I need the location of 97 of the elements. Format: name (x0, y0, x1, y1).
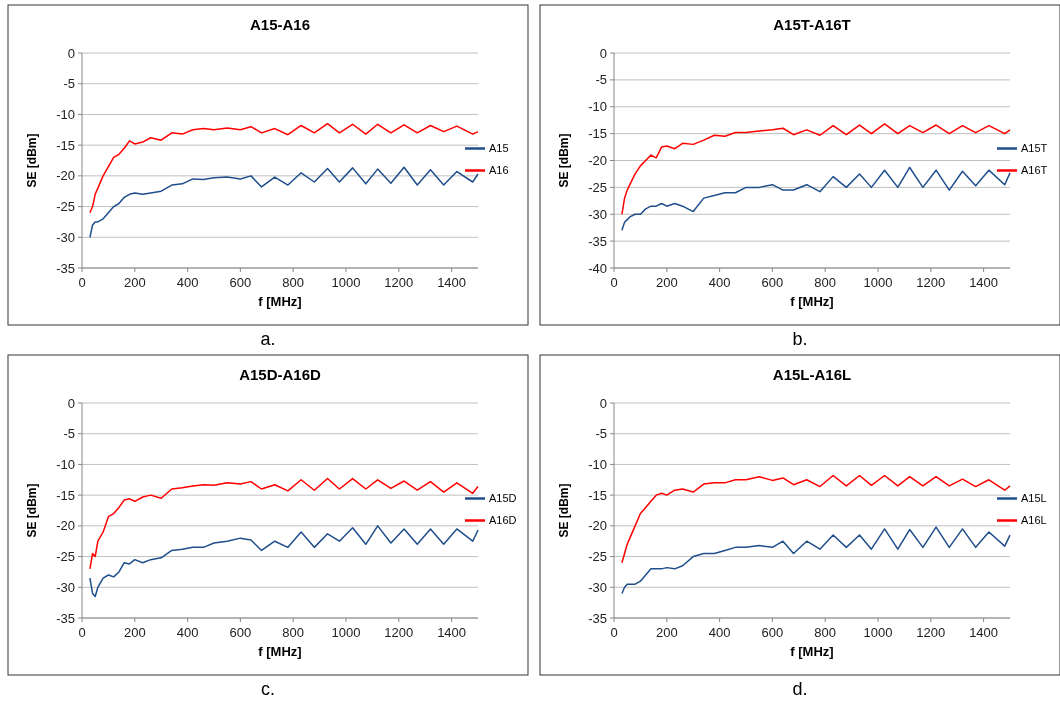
y-axis-title: SE [dBm] (557, 483, 571, 538)
y-tick-label: -40 (588, 260, 607, 276)
x-tick-label: 1400 (437, 275, 467, 290)
x-tick-label: 1000 (331, 275, 361, 290)
y-tick-label: -30 (588, 206, 607, 222)
x-tick-label: 200 (123, 275, 146, 290)
y-tick-label: 0 (67, 395, 75, 411)
text: a. (260, 329, 276, 349)
y-tick-label: -35 (588, 233, 607, 249)
legend-label: A15 (489, 142, 509, 155)
text: b. (792, 329, 808, 349)
y-tick-label: -15 (56, 487, 75, 503)
x-tick-label: 0 (610, 625, 618, 640)
x-tick-label: 400 (176, 625, 199, 640)
x-tick-label: 800 (282, 625, 305, 640)
legend-label: A15L (1021, 492, 1047, 505)
x-axis-title: f [MHz] (258, 644, 302, 659)
y-axis-title: SE [dBm] (557, 133, 571, 188)
x-tick-label: 800 (282, 275, 305, 290)
legend-label: A16L (1021, 514, 1047, 527)
y-tick-label: -30 (588, 579, 607, 595)
legend-label: A15T (1021, 142, 1048, 155)
legend-label: A16D (489, 514, 517, 527)
x-tick-label: 1200 (384, 625, 414, 640)
x-tick-label: 400 (708, 625, 731, 640)
x-tick-label: 800 (814, 625, 837, 640)
legend-label: A15D (489, 492, 517, 505)
y-tick-label: -25 (56, 199, 75, 215)
x-tick-label: 200 (123, 625, 146, 640)
x-tick-label: 600 (761, 275, 784, 290)
y-tick-label: -20 (56, 518, 75, 534)
y-tick-label: -35 (56, 260, 75, 276)
x-tick-label: 200 (655, 275, 678, 290)
line-series (89, 477, 479, 570)
x-tick-label: 0 (78, 275, 86, 290)
y-tick-label: -10 (588, 456, 607, 472)
y-axis-title: SE [dBm] (25, 133, 39, 188)
x-tick-label: 600 (229, 275, 252, 290)
y-tick-label: -5 (63, 76, 75, 92)
line-series (621, 526, 1011, 595)
x-tick-label: 200 (655, 625, 678, 640)
x-tick-label: 1400 (969, 275, 999, 290)
y-tick-label: -20 (588, 518, 607, 534)
x-tick-label: 1000 (331, 625, 361, 640)
x-tick-label: 600 (229, 625, 252, 640)
legend-label: A16 (489, 164, 509, 177)
y-tick-label: 0 (599, 395, 607, 411)
y-tick-label: -30 (56, 229, 75, 245)
y-tick-label: -30 (56, 579, 75, 595)
y-tick-label: 0 (67, 45, 75, 61)
x-axis-title: f [MHz] (790, 294, 834, 309)
line-series (621, 474, 1011, 564)
x-tick-label: 400 (176, 275, 199, 290)
y-tick-label: -20 (588, 153, 607, 169)
y-tick-label: -15 (588, 126, 607, 142)
text: d. (792, 679, 808, 699)
chart-title: A15D-A16D (239, 366, 322, 383)
y-tick-label: -5 (595, 72, 607, 88)
x-tick-label: 400 (708, 275, 731, 290)
y-tick-label: -25 (588, 179, 607, 195)
y-tick-label: -15 (56, 137, 75, 153)
y-tick-label: -35 (56, 610, 75, 626)
x-tick-label: 1000 (863, 275, 893, 290)
x-axis-title: f [MHz] (258, 294, 302, 309)
y-tick-label: -25 (56, 549, 75, 565)
x-tick-label: 1400 (969, 625, 999, 640)
y-tick-label: -20 (56, 168, 75, 184)
chart-title: A15-A16 (249, 16, 311, 33)
y-tick-label: -25 (588, 549, 607, 565)
y-tick-label: -35 (588, 610, 607, 626)
y-tick-label: -10 (588, 99, 607, 115)
chart-title: A15L-A16L (772, 366, 852, 383)
line-series (621, 123, 1011, 215)
y-tick-label: -5 (63, 426, 75, 442)
y-tick-label: -5 (595, 426, 607, 442)
text: c. (260, 679, 276, 699)
line-series (621, 166, 1011, 232)
y-tick-label: -15 (588, 487, 607, 503)
x-tick-label: 600 (761, 625, 784, 640)
y-tick-label: -10 (56, 456, 75, 472)
x-tick-label: 1200 (916, 275, 946, 290)
line-series (89, 122, 479, 214)
y-axis-title: SE [dBm] (25, 483, 39, 538)
chart-title: A15T-A16T (773, 16, 851, 33)
line-series (89, 166, 479, 239)
x-tick-label: 800 (814, 275, 837, 290)
line-series (89, 525, 479, 598)
x-tick-label: 1200 (916, 625, 946, 640)
x-tick-label: 1200 (384, 275, 414, 290)
x-tick-label: 0 (610, 275, 618, 290)
y-tick-label: 0 (599, 45, 607, 61)
x-tick-label: 0 (78, 625, 86, 640)
y-tick-label: -10 (56, 106, 75, 122)
legend-label: A16T (1021, 164, 1048, 177)
x-tick-label: 1000 (863, 625, 893, 640)
x-axis-title: f [MHz] (790, 644, 834, 659)
x-tick-label: 1400 (437, 625, 467, 640)
